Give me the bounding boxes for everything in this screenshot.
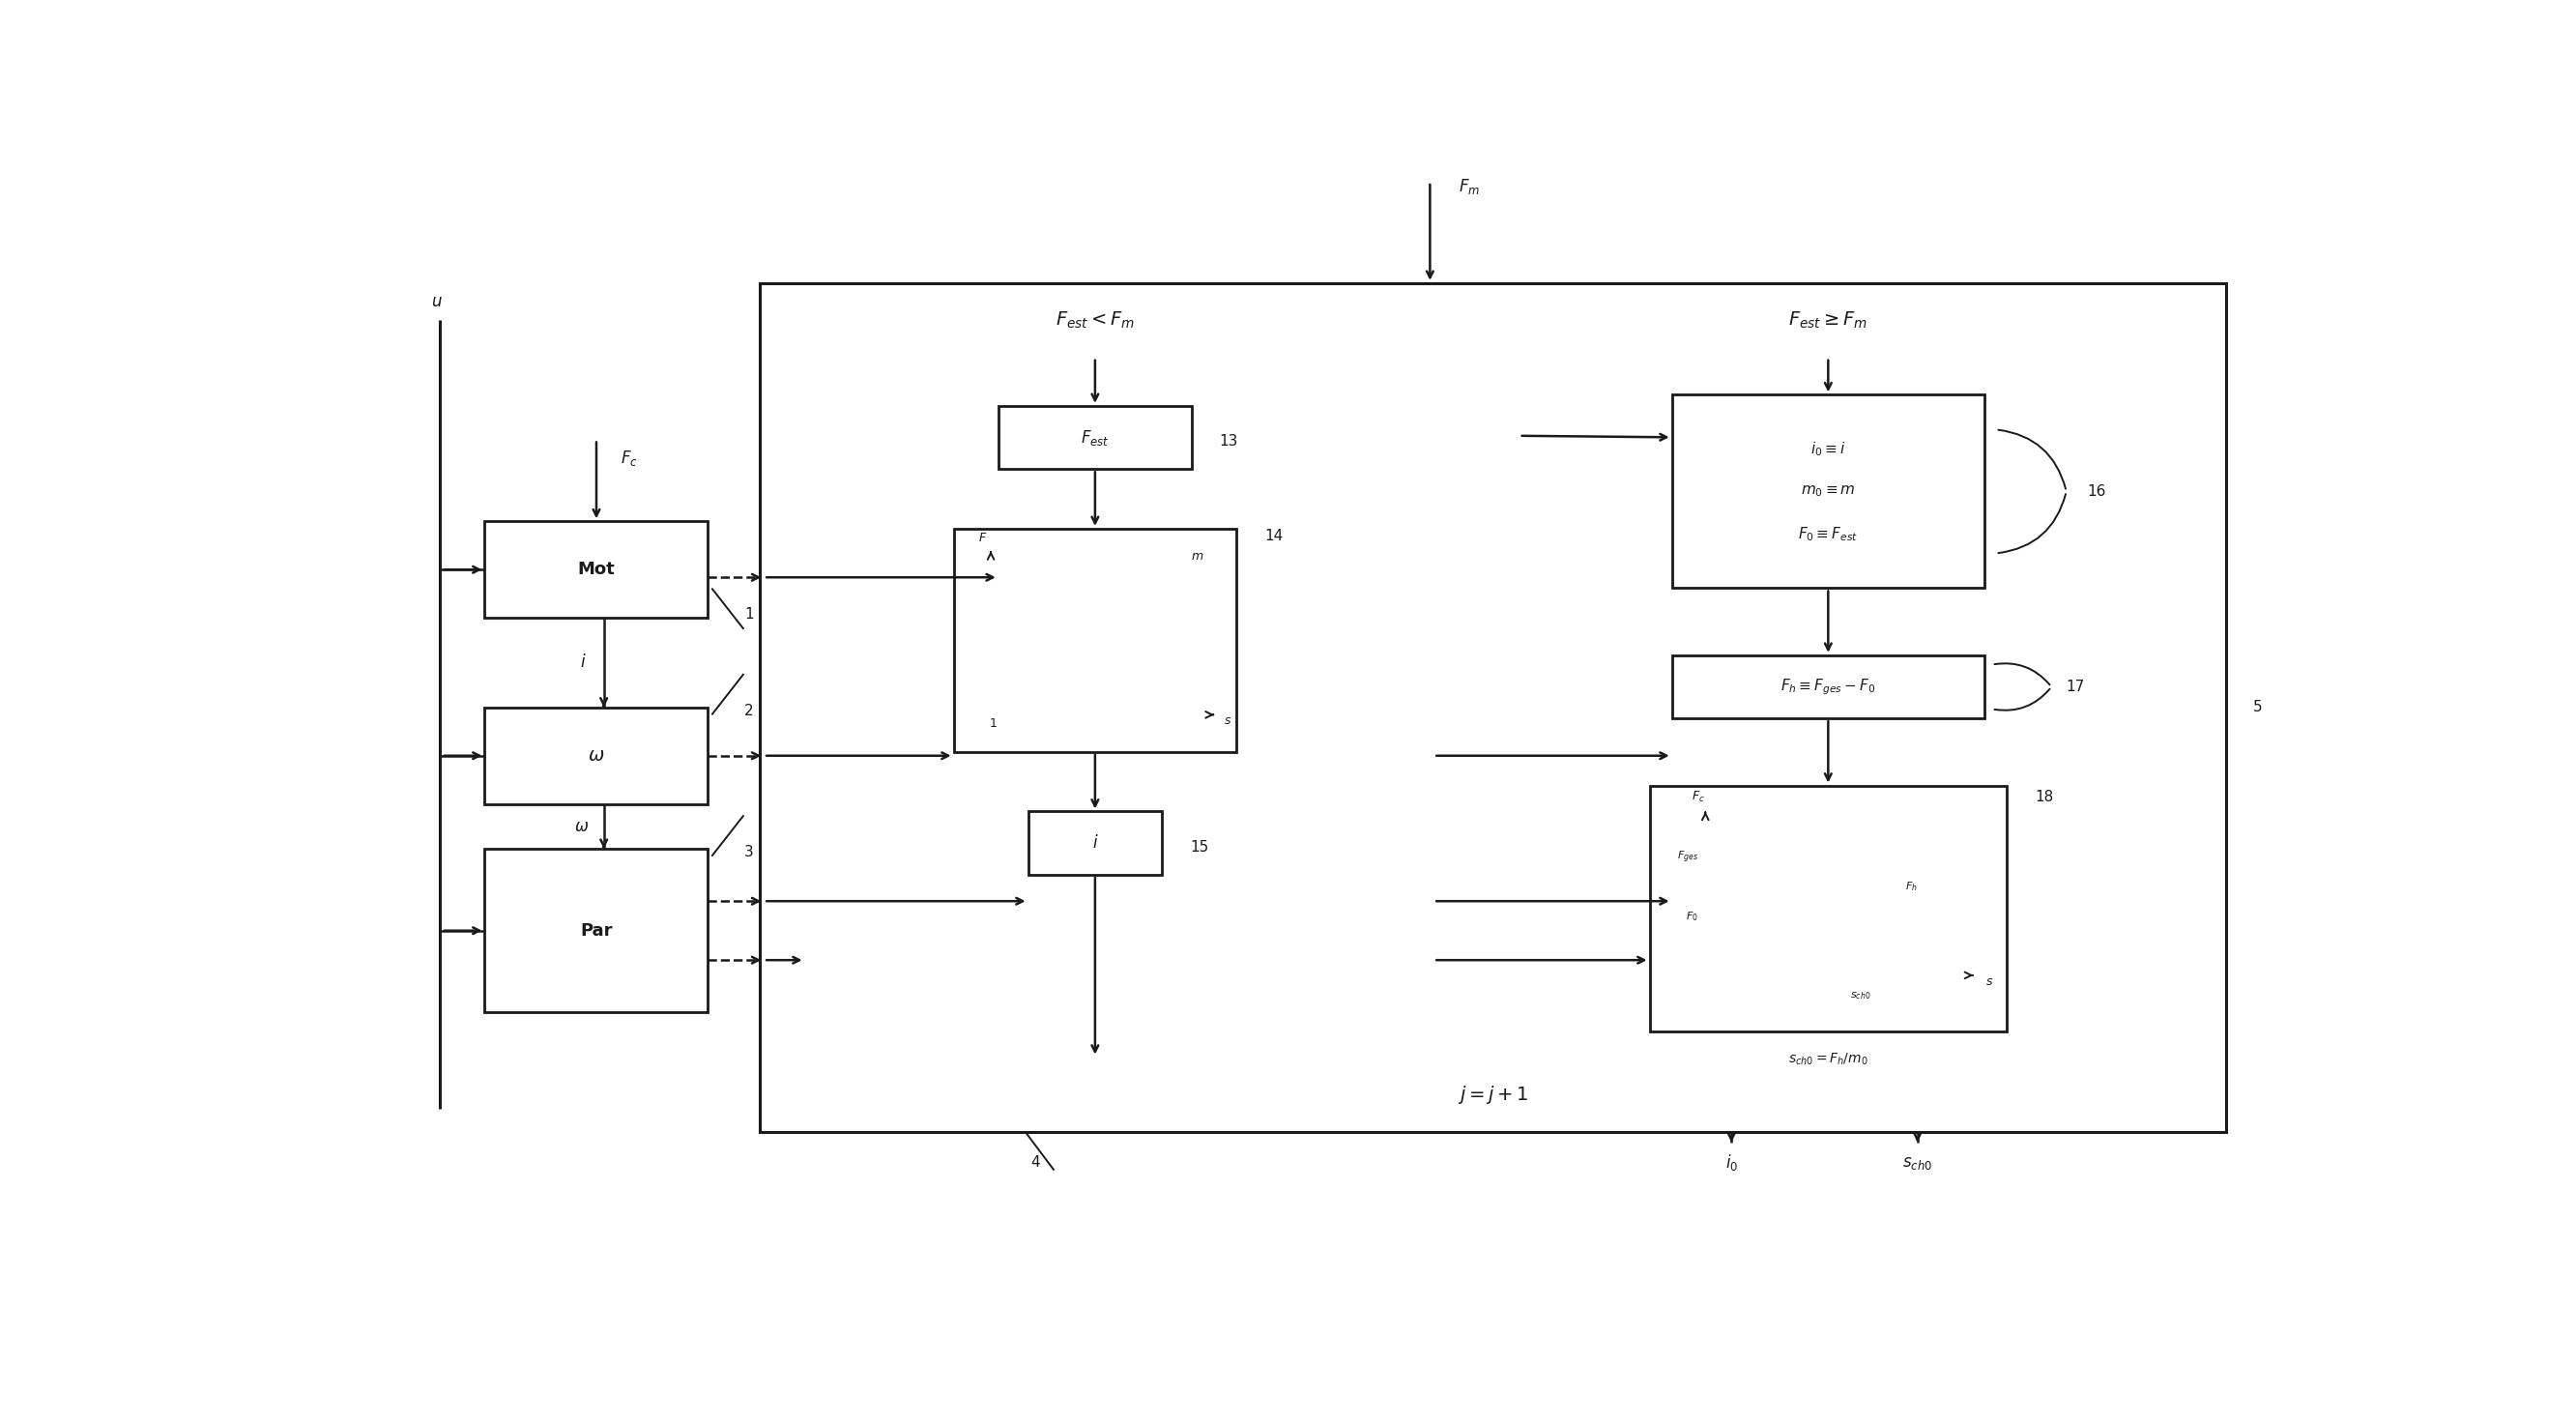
Text: $m_0 \equiv m$: $m_0 \equiv m$ bbox=[1801, 483, 1855, 499]
Text: $F_{est} \geq F_m$: $F_{est} \geq F_m$ bbox=[1788, 310, 1868, 330]
Text: 17: 17 bbox=[2066, 680, 2084, 694]
Text: 18: 18 bbox=[2035, 789, 2053, 803]
Text: $F_0 \equiv F_{est}$: $F_0 \equiv F_{est}$ bbox=[1798, 525, 1857, 543]
Text: 4: 4 bbox=[1030, 1156, 1041, 1170]
Text: i: i bbox=[1092, 835, 1097, 852]
Text: $F_{ges}$: $F_{ges}$ bbox=[1677, 849, 1698, 866]
Text: $F_{est} < F_m$: $F_{est} < F_m$ bbox=[1056, 310, 1136, 330]
Text: $F_h \equiv F_{ges} - F_0$: $F_h \equiv F_{ges} - F_0$ bbox=[1780, 677, 1875, 697]
Text: Mot: Mot bbox=[577, 560, 616, 579]
Text: 3: 3 bbox=[744, 845, 755, 860]
Text: 13: 13 bbox=[1218, 434, 1239, 448]
Text: $s_{ch0}$: $s_{ch0}$ bbox=[1904, 1155, 1932, 1172]
Bar bbox=[760, 283, 2226, 1132]
Text: $\omega$: $\omega$ bbox=[574, 818, 590, 835]
Text: 14: 14 bbox=[1265, 529, 1283, 543]
Text: $i_0 \equiv i$: $i_0 \equiv i$ bbox=[1811, 439, 1847, 458]
Text: $s_{ch0}$: $s_{ch0}$ bbox=[1850, 990, 1870, 1003]
Text: $j = j+1$: $j = j+1$ bbox=[1458, 1084, 1528, 1105]
Text: $s_{ch0} = F_h/m_0$: $s_{ch0} = F_h/m_0$ bbox=[1788, 1051, 1868, 1068]
Text: $F_h$: $F_h$ bbox=[1906, 880, 1917, 893]
Bar bbox=[1672, 656, 1984, 718]
Text: 5: 5 bbox=[2254, 700, 2262, 715]
Text: u: u bbox=[430, 293, 440, 310]
Text: i: i bbox=[580, 654, 585, 671]
Bar bbox=[1028, 812, 1162, 875]
Text: $F_c$: $F_c$ bbox=[621, 448, 636, 468]
Text: 1: 1 bbox=[744, 607, 755, 621]
Text: s: s bbox=[1986, 975, 1994, 987]
Text: 1: 1 bbox=[989, 718, 997, 729]
Text: m: m bbox=[1193, 550, 1203, 563]
Bar bbox=[484, 707, 708, 803]
Text: $F_m$: $F_m$ bbox=[1458, 178, 1479, 196]
Bar bbox=[1649, 785, 2007, 1031]
Bar bbox=[999, 405, 1193, 469]
Bar bbox=[1672, 395, 1984, 589]
Text: 2: 2 bbox=[744, 704, 755, 718]
Text: $F_c$: $F_c$ bbox=[1692, 789, 1705, 803]
Text: $F_{est}$: $F_{est}$ bbox=[1082, 428, 1110, 447]
Bar bbox=[484, 849, 708, 1012]
Text: F: F bbox=[979, 532, 987, 543]
Text: Par: Par bbox=[580, 921, 613, 940]
Text: $i_0$: $i_0$ bbox=[1726, 1153, 1739, 1173]
Bar bbox=[953, 529, 1236, 752]
Text: s: s bbox=[1224, 714, 1231, 727]
Text: $F_0$: $F_0$ bbox=[1685, 910, 1698, 923]
Text: $\omega$: $\omega$ bbox=[587, 747, 605, 765]
Text: 15: 15 bbox=[1190, 839, 1208, 855]
Text: 16: 16 bbox=[2087, 485, 2107, 499]
Bar bbox=[484, 522, 708, 619]
